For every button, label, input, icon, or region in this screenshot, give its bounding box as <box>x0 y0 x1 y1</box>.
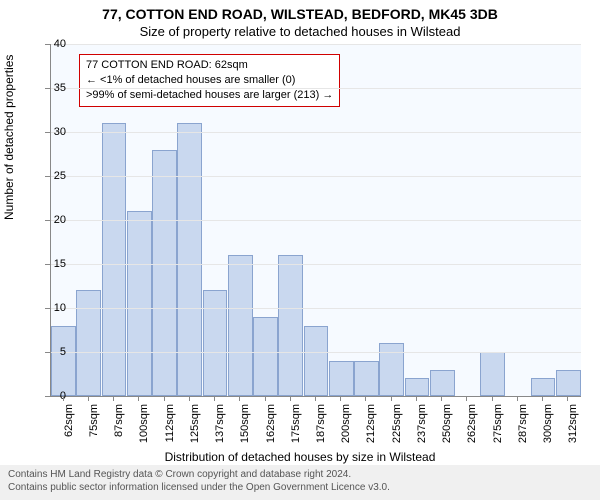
bar <box>152 150 177 396</box>
x-tick-mark <box>189 396 190 401</box>
x-tick-label: 212sqm <box>365 404 377 454</box>
x-tick-mark <box>138 396 139 401</box>
y-tick-mark <box>45 264 50 265</box>
y-tick-mark <box>45 44 50 45</box>
x-tick-label: 150sqm <box>239 404 251 454</box>
x-tick-label: 200sqm <box>340 404 352 454</box>
y-tick-mark <box>45 220 50 221</box>
x-tick-label: 125sqm <box>189 404 201 454</box>
x-tick-mark <box>63 396 64 401</box>
bar <box>329 361 354 396</box>
bar <box>51 326 76 396</box>
bar <box>278 255 303 396</box>
annotation-line3: >99% of semi-detached houses are larger … <box>86 88 333 103</box>
x-tick-mark <box>88 396 89 401</box>
y-tick-mark <box>45 308 50 309</box>
x-tick-label: 162sqm <box>265 404 277 454</box>
bar <box>480 352 505 396</box>
chart-title-line2: Size of property relative to detached ho… <box>0 24 600 39</box>
bar <box>253 317 278 396</box>
x-tick-mark <box>391 396 392 401</box>
x-tick-mark <box>340 396 341 401</box>
bar <box>102 123 127 396</box>
x-tick-label: 250sqm <box>441 404 453 454</box>
x-tick-label: 300sqm <box>542 404 554 454</box>
y-tick-mark <box>45 132 50 133</box>
bar <box>228 255 253 396</box>
bar <box>127 211 152 396</box>
x-tick-label: 187sqm <box>315 404 327 454</box>
footer-line1: Contains HM Land Registry data © Crown c… <box>8 469 592 482</box>
plot-area: 77 COTTON END ROAD: 62sqm ← <1% of detac… <box>50 44 581 397</box>
x-tick-mark <box>492 396 493 401</box>
x-tick-mark <box>466 396 467 401</box>
x-tick-mark <box>567 396 568 401</box>
y-tick-mark <box>45 396 50 397</box>
x-tick-label: 175sqm <box>290 404 302 454</box>
x-tick-label: 312sqm <box>567 404 579 454</box>
x-tick-mark <box>214 396 215 401</box>
annotation-line2: ← <1% of detached houses are smaller (0) <box>86 73 333 88</box>
x-tick-mark <box>113 396 114 401</box>
x-tick-label: 87sqm <box>113 404 125 454</box>
bar <box>354 361 379 396</box>
x-tick-label: 237sqm <box>416 404 428 454</box>
x-tick-label: 225sqm <box>391 404 403 454</box>
x-tick-mark <box>517 396 518 401</box>
x-tick-mark <box>441 396 442 401</box>
y-tick-mark <box>45 176 50 177</box>
annotation-line1: 77 COTTON END ROAD: 62sqm <box>86 58 333 73</box>
y-tick-mark <box>45 352 50 353</box>
x-tick-mark <box>315 396 316 401</box>
attribution-footer: Contains HM Land Registry data © Crown c… <box>0 465 600 500</box>
gridline <box>51 352 581 353</box>
annotation-box: 77 COTTON END ROAD: 62sqm ← <1% of detac… <box>79 54 340 107</box>
bar <box>203 290 228 396</box>
x-tick-mark <box>265 396 266 401</box>
x-tick-label: 137sqm <box>214 404 226 454</box>
x-tick-label: 262sqm <box>466 404 478 454</box>
bar <box>76 290 101 396</box>
chart-title-line1: 77, COTTON END ROAD, WILSTEAD, BEDFORD, … <box>0 6 600 22</box>
x-tick-label: 75sqm <box>88 404 100 454</box>
bar <box>430 370 455 396</box>
gridline <box>51 176 581 177</box>
gridline <box>51 132 581 133</box>
footer-line2: Contains public sector information licen… <box>8 482 592 495</box>
bar <box>531 378 556 396</box>
x-tick-label: 287sqm <box>517 404 529 454</box>
x-tick-mark <box>365 396 366 401</box>
x-tick-mark <box>416 396 417 401</box>
gridline <box>51 264 581 265</box>
gridline <box>51 88 581 89</box>
bar <box>304 326 329 396</box>
x-tick-mark <box>239 396 240 401</box>
y-axis-label: Number of detached properties <box>2 55 16 220</box>
x-tick-label: 100sqm <box>138 404 150 454</box>
gridline <box>51 44 581 45</box>
x-tick-mark <box>164 396 165 401</box>
y-tick-mark <box>45 88 50 89</box>
x-tick-mark <box>542 396 543 401</box>
bar <box>556 370 581 396</box>
gridline <box>51 220 581 221</box>
bar <box>177 123 202 396</box>
x-tick-mark <box>290 396 291 401</box>
x-tick-label: 275sqm <box>492 404 504 454</box>
x-tick-label: 112sqm <box>164 404 176 454</box>
x-tick-label: 62sqm <box>63 404 75 454</box>
gridline <box>51 308 581 309</box>
bar <box>405 378 430 396</box>
